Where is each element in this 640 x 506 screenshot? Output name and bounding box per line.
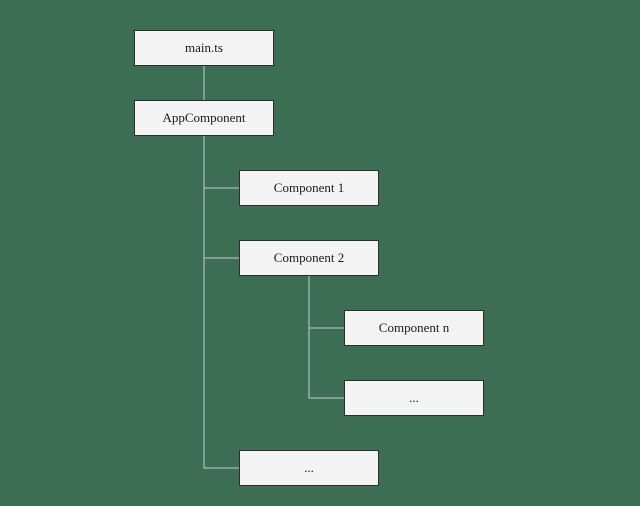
tree-node-c1: Component 1 xyxy=(239,170,379,206)
tree-node-label: AppComponent xyxy=(162,110,245,126)
edge-app-to-dots1 xyxy=(204,258,239,468)
edge-c2-to-dots2 xyxy=(309,328,344,398)
component-tree-diagram: main.ts AppComponent Component 1 Component … xyxy=(0,0,640,506)
tree-node-dots2: ... xyxy=(344,380,484,416)
tree-node-dots1: ... xyxy=(239,450,379,486)
tree-node-main: main.ts xyxy=(134,30,274,66)
edge-app-to-c1 xyxy=(204,136,239,188)
tree-node-label: Component n xyxy=(379,320,449,336)
tree-node-label: ... xyxy=(304,460,314,476)
tree-node-label: main.ts xyxy=(185,40,223,56)
tree-node-label: Component 2 xyxy=(274,250,344,266)
tree-node-c2: Component 2 xyxy=(239,240,379,276)
tree-node-label: Component 1 xyxy=(274,180,344,196)
edge-app-to-c2 xyxy=(204,188,239,258)
tree-node-app: AppComponent xyxy=(134,100,274,136)
edge-c2-to-cn xyxy=(309,276,344,328)
tree-node-label: ... xyxy=(409,390,419,406)
tree-node-cn: Component n xyxy=(344,310,484,346)
